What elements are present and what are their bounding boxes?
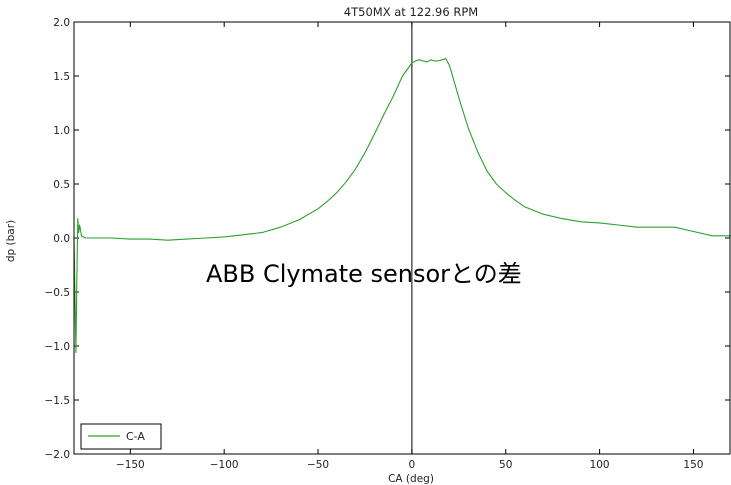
x-axis-label: CA (deg) — [388, 473, 434, 485]
y-tick-label: −1.5 — [45, 395, 71, 407]
x-tick-label: −100 — [210, 459, 239, 471]
legend: C-A — [80, 423, 162, 450]
y-tick-label: 1.5 — [53, 71, 70, 83]
y-tick-label: 0.0 — [53, 233, 70, 245]
x-tick-label: 50 — [499, 459, 512, 471]
x-tick-label: 0 — [409, 459, 416, 471]
series-line-c-a — [73, 58, 731, 354]
x-tick-label: −150 — [116, 459, 145, 471]
y-tick-label: −2.0 — [45, 449, 71, 461]
y-tick-label: 2.0 — [53, 17, 70, 29]
plot-frame — [73, 21, 731, 455]
y-tick-label: −1.0 — [45, 341, 71, 353]
y-axis-label: dp (bar) — [5, 220, 17, 262]
chart-title: 4T50MX at 122.96 RPM — [344, 5, 478, 19]
tick-group: −150 −100 −50 0 50 100 150 −2.0 −1.5 −1.0 −0.5 0.0 0… — [45, 17, 730, 471]
y-tick-label: 1.0 — [53, 125, 70, 137]
x-tick-label: 100 — [590, 459, 610, 471]
x-tick-label: 150 — [683, 459, 703, 471]
legend-label-c-a: C-A — [126, 430, 145, 443]
y-tick-label: 0.5 — [53, 179, 70, 191]
annotation-text: ABB Clymate sensorとの差 — [206, 260, 522, 288]
y-tick-label: −0.5 — [45, 287, 71, 299]
x-tick-label: −50 — [307, 459, 329, 471]
